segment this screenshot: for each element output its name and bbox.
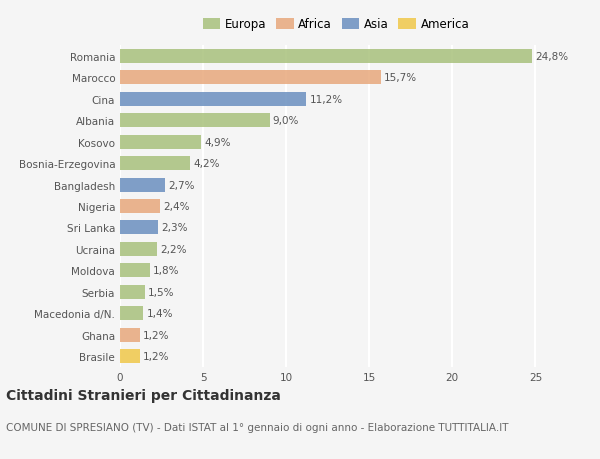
Bar	[120, 221, 158, 235]
Bar	[120, 242, 157, 256]
Text: 1,2%: 1,2%	[143, 352, 170, 362]
Bar	[120, 50, 532, 64]
Bar	[120, 71, 381, 85]
Text: 4,9%: 4,9%	[205, 137, 231, 147]
Text: 15,7%: 15,7%	[384, 73, 418, 83]
Bar	[120, 114, 269, 128]
Bar	[120, 285, 145, 299]
Text: 2,2%: 2,2%	[160, 244, 187, 254]
Text: Cittadini Stranieri per Cittadinanza: Cittadini Stranieri per Cittadinanza	[6, 388, 281, 402]
Text: 24,8%: 24,8%	[535, 51, 569, 62]
Text: 1,2%: 1,2%	[143, 330, 170, 340]
Text: 4,2%: 4,2%	[193, 159, 220, 169]
Text: 2,7%: 2,7%	[168, 180, 194, 190]
Text: 2,4%: 2,4%	[163, 202, 190, 212]
Text: 2,3%: 2,3%	[161, 223, 188, 233]
Text: COMUNE DI SPRESIANO (TV) - Dati ISTAT al 1° gennaio di ogni anno - Elaborazione : COMUNE DI SPRESIANO (TV) - Dati ISTAT al…	[6, 422, 509, 432]
Bar	[120, 328, 140, 342]
Text: 11,2%: 11,2%	[310, 95, 343, 105]
Bar	[120, 135, 202, 149]
Bar	[120, 200, 160, 213]
Legend: Europa, Africa, Asia, America: Europa, Africa, Asia, America	[200, 16, 472, 34]
Text: 1,5%: 1,5%	[148, 287, 175, 297]
Bar	[120, 157, 190, 171]
Bar	[120, 350, 140, 364]
Text: 1,4%: 1,4%	[146, 308, 173, 319]
Text: 1,8%: 1,8%	[153, 266, 180, 276]
Bar	[120, 307, 143, 320]
Bar	[120, 264, 150, 278]
Text: 9,0%: 9,0%	[273, 116, 299, 126]
Bar	[120, 178, 165, 192]
Bar	[120, 93, 306, 106]
